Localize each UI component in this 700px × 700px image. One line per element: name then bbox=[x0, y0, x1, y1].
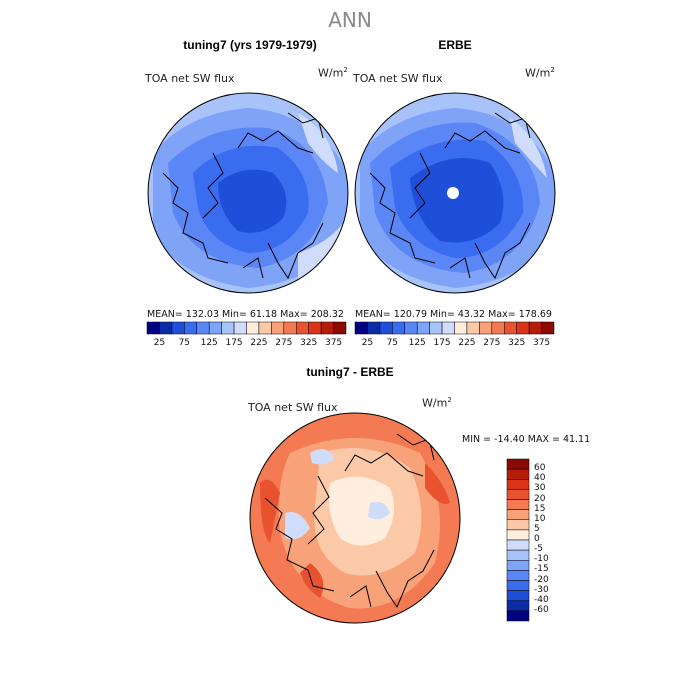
model-stats: MEAN= 132.03 Min= 61.18 Max= 208.32 bbox=[147, 309, 344, 320]
obs-polar-map bbox=[354, 92, 556, 294]
colorbar-swatch bbox=[506, 600, 530, 612]
diff-units-label: W/m2 bbox=[422, 396, 452, 410]
colorbar-swatch bbox=[491, 321, 505, 335]
colorbar-swatch bbox=[184, 321, 197, 335]
colorbar-tick-label: 60 bbox=[534, 463, 546, 474]
colorbar-tick-label: 75 bbox=[178, 338, 191, 348]
model-polar-map bbox=[147, 92, 349, 294]
colorbar-swatch bbox=[258, 321, 272, 335]
colorbar-tick-label: 325 bbox=[508, 338, 526, 348]
colorbar-swatch bbox=[454, 321, 468, 335]
colorbar-swatch bbox=[516, 321, 530, 335]
colorbar-swatch bbox=[506, 479, 530, 490]
colorbar-swatch bbox=[296, 321, 309, 335]
obs-panel-title: ERBE bbox=[438, 38, 472, 52]
colorbar-tick-label: 0 bbox=[534, 534, 540, 544]
diff-polar-map bbox=[249, 412, 461, 624]
colorbar-swatch bbox=[221, 321, 235, 335]
colorbar-swatch bbox=[506, 519, 530, 531]
colorbar-tick-label: 375 bbox=[532, 338, 551, 348]
colorbar-swatch bbox=[416, 321, 430, 335]
obs-variable-label: TOA net SW flux bbox=[353, 72, 443, 85]
colorbar-swatch bbox=[354, 321, 368, 335]
colorbar-tick-label: -40 bbox=[534, 594, 549, 605]
obs-units-label: W/m2 bbox=[525, 66, 555, 80]
colorbar-tick-label: 20 bbox=[534, 493, 546, 504]
colorbar-swatch bbox=[504, 321, 517, 335]
colorbar-tick-label: 10 bbox=[534, 513, 546, 524]
colorbar-tick-label: 275 bbox=[483, 338, 501, 348]
colorbar-swatch bbox=[246, 321, 260, 335]
colorbar-swatch bbox=[367, 321, 381, 335]
colorbar-swatch bbox=[506, 489, 530, 500]
colorbar-tick-label: 325 bbox=[300, 338, 318, 348]
model-units-label: W/m2 bbox=[318, 66, 348, 80]
diff-stats: MIN = -14.40 MAX = 41.11 bbox=[462, 434, 591, 445]
colorbar-swatch bbox=[506, 468, 530, 480]
colorbar-swatch bbox=[429, 321, 443, 335]
colorbar-swatch bbox=[320, 321, 334, 335]
model-variable-label: TOA net SW flux bbox=[145, 72, 235, 85]
colorbar-tick-label: 125 bbox=[200, 338, 218, 348]
colorbar-swatch bbox=[506, 560, 530, 571]
colorbar-swatch bbox=[506, 539, 530, 551]
colorbar-swatch bbox=[541, 321, 555, 335]
colorbar-swatch bbox=[506, 458, 530, 470]
colorbar-swatch bbox=[271, 321, 285, 335]
colorbar-swatch bbox=[506, 570, 530, 581]
diff-panel-title: tuning7 - ERBE bbox=[306, 365, 394, 379]
colorbar-swatch bbox=[479, 321, 493, 335]
colorbar-swatch bbox=[506, 499, 530, 510]
colorbar-swatch bbox=[506, 580, 530, 591]
colorbar-swatch bbox=[441, 321, 455, 335]
colorbar-tick-label: 30 bbox=[534, 483, 546, 494]
colorbar-swatch bbox=[171, 321, 185, 335]
colorbar-swatch bbox=[379, 321, 393, 335]
obs-stats: MEAN= 120.79 Min= 43.32 Max= 178.69 bbox=[355, 309, 552, 320]
colorbar-tick-label: 175 bbox=[433, 338, 451, 348]
colorbar-tick-label: -5 bbox=[534, 544, 543, 555]
colorbar-tick-label: 40 bbox=[534, 473, 546, 484]
colorbar-tick-label: 225 bbox=[458, 338, 476, 348]
model-colorbar bbox=[146, 321, 347, 335]
colorbar-swatch bbox=[283, 321, 297, 335]
colorbar-swatch bbox=[333, 321, 347, 335]
obs-colorbar bbox=[354, 321, 555, 335]
colorbar-swatch bbox=[528, 321, 542, 335]
colorbar-swatch bbox=[506, 590, 530, 601]
colorbar-tick-label: -10 bbox=[534, 554, 549, 565]
colorbar-tick-label: 125 bbox=[408, 338, 426, 348]
colorbar-tick-label: -30 bbox=[534, 584, 549, 595]
colorbar-swatch bbox=[506, 509, 530, 520]
colorbar-tick-label: 175 bbox=[225, 338, 243, 348]
colorbar-swatch bbox=[506, 529, 530, 541]
colorbar-tick-label: -15 bbox=[534, 564, 549, 575]
colorbar-swatch bbox=[308, 321, 322, 335]
colorbar-tick-label: 75 bbox=[386, 338, 399, 348]
colorbar-tick-label: 275 bbox=[275, 338, 293, 348]
colorbar-swatch bbox=[506, 549, 530, 561]
colorbar-swatch bbox=[392, 321, 405, 335]
colorbar-tick-label: 25 bbox=[361, 338, 374, 348]
colorbar-swatch bbox=[208, 321, 222, 335]
colorbar-swatch bbox=[404, 321, 418, 335]
colorbar-swatch bbox=[146, 321, 160, 335]
colorbar-swatch bbox=[466, 321, 480, 335]
diff-variable-label: TOA net SW flux bbox=[248, 401, 338, 414]
colorbar-tick-label: 375 bbox=[324, 338, 343, 348]
colorbar-tick-label: -60 bbox=[534, 604, 549, 615]
colorbar-swatch bbox=[159, 321, 173, 335]
colorbar-tick-label: -20 bbox=[534, 574, 549, 585]
colorbar-tick-label: 25 bbox=[153, 338, 166, 348]
figure-title: ANN bbox=[328, 8, 372, 32]
model-panel-title: tuning7 (yrs 1979-1979) bbox=[183, 38, 317, 52]
colorbar-swatch bbox=[196, 321, 210, 335]
diff-colorbar bbox=[506, 458, 530, 622]
colorbar-tick-label: 225 bbox=[250, 338, 268, 348]
colorbar-swatch bbox=[506, 610, 530, 622]
colorbar-swatch bbox=[233, 321, 247, 335]
colorbar-tick-label: 15 bbox=[534, 503, 546, 514]
colorbar-tick-label: 5 bbox=[534, 523, 540, 534]
